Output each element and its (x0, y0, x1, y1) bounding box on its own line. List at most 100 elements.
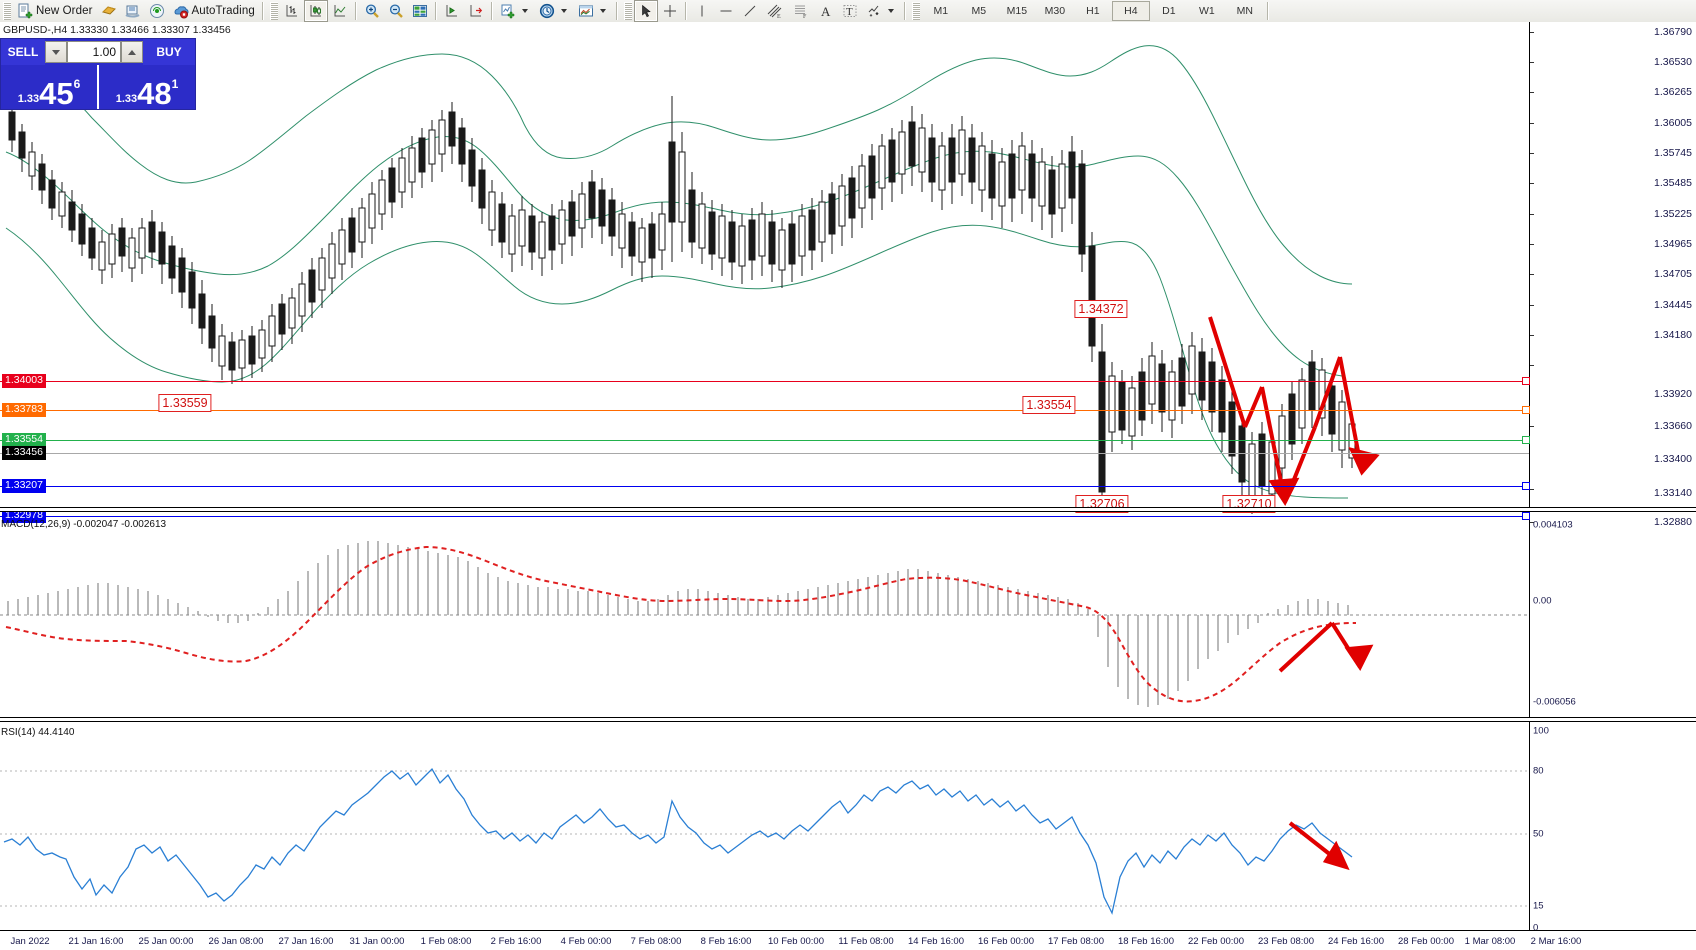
chart-canvas-area[interactable]: GBPUSD-,H4 1.33330 1.33466 1.33307 1.334… (0, 22, 1696, 950)
axis-tick (1530, 153, 1534, 154)
axis-tick-label: 1.33140 (1654, 487, 1692, 499)
terminal-icon (124, 5, 140, 18)
sell-price-display[interactable]: 1.33 45 6 (1, 65, 99, 109)
volume-input[interactable]: 1.00 (67, 41, 121, 63)
annotation-133559[interactable]: 1.33559 (158, 394, 212, 412)
svg-text:T: T (846, 6, 853, 18)
rsi-pane[interactable] (0, 727, 1529, 932)
volume-decrease-button[interactable] (45, 41, 67, 63)
axis-tick (1530, 522, 1534, 523)
price-label-resistance-orange[interactable]: 1.33783 (2, 403, 46, 417)
toolbar-grip[interactable] (3, 2, 11, 20)
axis-tick-label: 1.33400 (1654, 453, 1692, 465)
level-handle-support-blue-2[interactable] (1522, 512, 1530, 520)
axis-tick (1530, 62, 1534, 63)
zoom-in-button[interactable] (360, 0, 384, 22)
data-window-button[interactable] (408, 0, 432, 22)
price-label-resistance-red[interactable]: 1.34003 (2, 374, 46, 388)
timeframe-m30[interactable]: M30 (1044, 5, 1066, 17)
auto-scroll-icon (470, 5, 482, 17)
level-handle-resistance-orange[interactable] (1522, 406, 1530, 414)
price-label-support-blue-1[interactable]: 1.33207 (2, 479, 46, 493)
cursor-button[interactable] (633, 0, 658, 22)
autotrading-button[interactable]: AutoTrading (169, 0, 259, 22)
drawings-button[interactable] (862, 0, 901, 22)
one-click-trading-panel[interactable]: SELL 1.00 BUY 1.33 45 6 1.33 48 (0, 38, 196, 110)
templates-button[interactable] (574, 0, 613, 22)
candlestick-chart-button[interactable] (303, 0, 328, 22)
price-label-support-green[interactable]: 1.33554 (2, 433, 46, 447)
drawings-caret-icon[interactable] (887, 9, 894, 13)
macd-histogram (7, 541, 1349, 707)
level-handle-support-blue-1[interactable] (1522, 482, 1530, 490)
svg-text:E: E (777, 14, 781, 19)
trendline-button[interactable] (738, 0, 762, 22)
timeframe-m1[interactable]: M1 (933, 5, 949, 17)
toolbar-separator-8 (1266, 2, 1269, 20)
buy-price-display[interactable]: 1.33 48 1 (99, 65, 195, 109)
signals-button[interactable] (145, 0, 169, 22)
macd-pane[interactable] (0, 519, 1529, 714)
new-order-label: New Order (36, 5, 93, 17)
crosshair-button[interactable] (658, 0, 682, 22)
rsi-manual-arrow (1288, 821, 1350, 871)
chart-shift-button[interactable] (440, 0, 464, 22)
line-chart-button[interactable] (328, 0, 352, 22)
timeframe-h4[interactable]: H4 (1111, 1, 1150, 21)
chevron-up-icon (128, 49, 136, 55)
indicators-caret-icon[interactable] (521, 9, 528, 13)
axis-tick-label: 1.34445 (1654, 299, 1692, 311)
buy-button[interactable]: BUY (143, 39, 195, 65)
trade-panel-quotes: 1.33 45 6 1.33 48 1 (1, 65, 195, 109)
timeframe-m15[interactable]: M15 (1006, 5, 1028, 17)
toolbar-separator-6 (684, 2, 687, 20)
equidistant-channel-button[interactable]: E (762, 0, 788, 22)
timeframe-h1[interactable]: H1 (1086, 5, 1100, 17)
terminal-button[interactable] (121, 0, 145, 22)
level-line-current-price (0, 453, 1529, 454)
period-caret-icon[interactable] (560, 9, 567, 13)
volume-increase-button[interactable] (121, 41, 143, 63)
axis-tick-label: 1.34965 (1654, 238, 1692, 250)
price-macd-separator (0, 507, 1696, 512)
axis-tick (1530, 244, 1534, 245)
text-label-button[interactable]: T (838, 0, 862, 22)
chart-toolbar-grip[interactable] (269, 2, 278, 20)
horizontal-line-button[interactable] (714, 0, 738, 22)
price-pane[interactable] (0, 32, 1529, 522)
time-axis[interactable]: Jan 2022 21 Jan 16:00 25 Jan 00:00 26 Ja… (0, 934, 1696, 950)
bar-chart-button[interactable] (280, 0, 304, 22)
timeframe-w1[interactable]: W1 (1198, 5, 1215, 17)
annotation-134372[interactable]: 1.34372 (1074, 300, 1128, 318)
annotation-133554[interactable]: 1.33554 (1022, 396, 1076, 414)
axis-tick-label: 1.34705 (1654, 268, 1692, 280)
crosshair-icon (663, 5, 676, 17)
autotrading-icon (173, 6, 189, 19)
price-label-support-blue-2[interactable]: 1.32978 (2, 509, 46, 523)
timeframe-m5[interactable]: M5 (971, 5, 987, 17)
templates-caret-icon[interactable] (599, 9, 606, 13)
indicators-button[interactable] (496, 0, 535, 22)
zoom-out-button[interactable] (384, 0, 408, 22)
new-order-button[interactable]: New Order (13, 0, 97, 22)
level-handle-support-green[interactable] (1522, 436, 1530, 444)
rsi-axis-100: 100 (1533, 725, 1549, 737)
fibonacci-button[interactable]: F (788, 0, 814, 22)
price-label-current-price[interactable]: 1.33456 (2, 446, 46, 460)
toolbar-separator-4 (490, 2, 493, 20)
timeframe-toolbar-grip[interactable] (911, 2, 920, 20)
expert-advisor-button[interactable] (97, 0, 121, 22)
period-button[interactable] (535, 0, 574, 22)
sell-button[interactable]: SELL (1, 39, 45, 65)
clock-icon (539, 3, 554, 19)
level-handle-resistance-red[interactable] (1522, 377, 1530, 385)
axis-tick (1530, 32, 1534, 33)
drawing-toolbar-grip[interactable] (623, 2, 632, 20)
timeframe-mn[interactable]: MN (1236, 5, 1253, 17)
templates-icon (578, 5, 593, 17)
rsi-level-lines (0, 770, 1529, 907)
timeframe-d1[interactable]: D1 (1162, 5, 1176, 17)
auto-scroll-button[interactable] (464, 0, 488, 22)
vertical-line-button[interactable] (690, 0, 714, 22)
text-button[interactable]: A (814, 0, 838, 22)
